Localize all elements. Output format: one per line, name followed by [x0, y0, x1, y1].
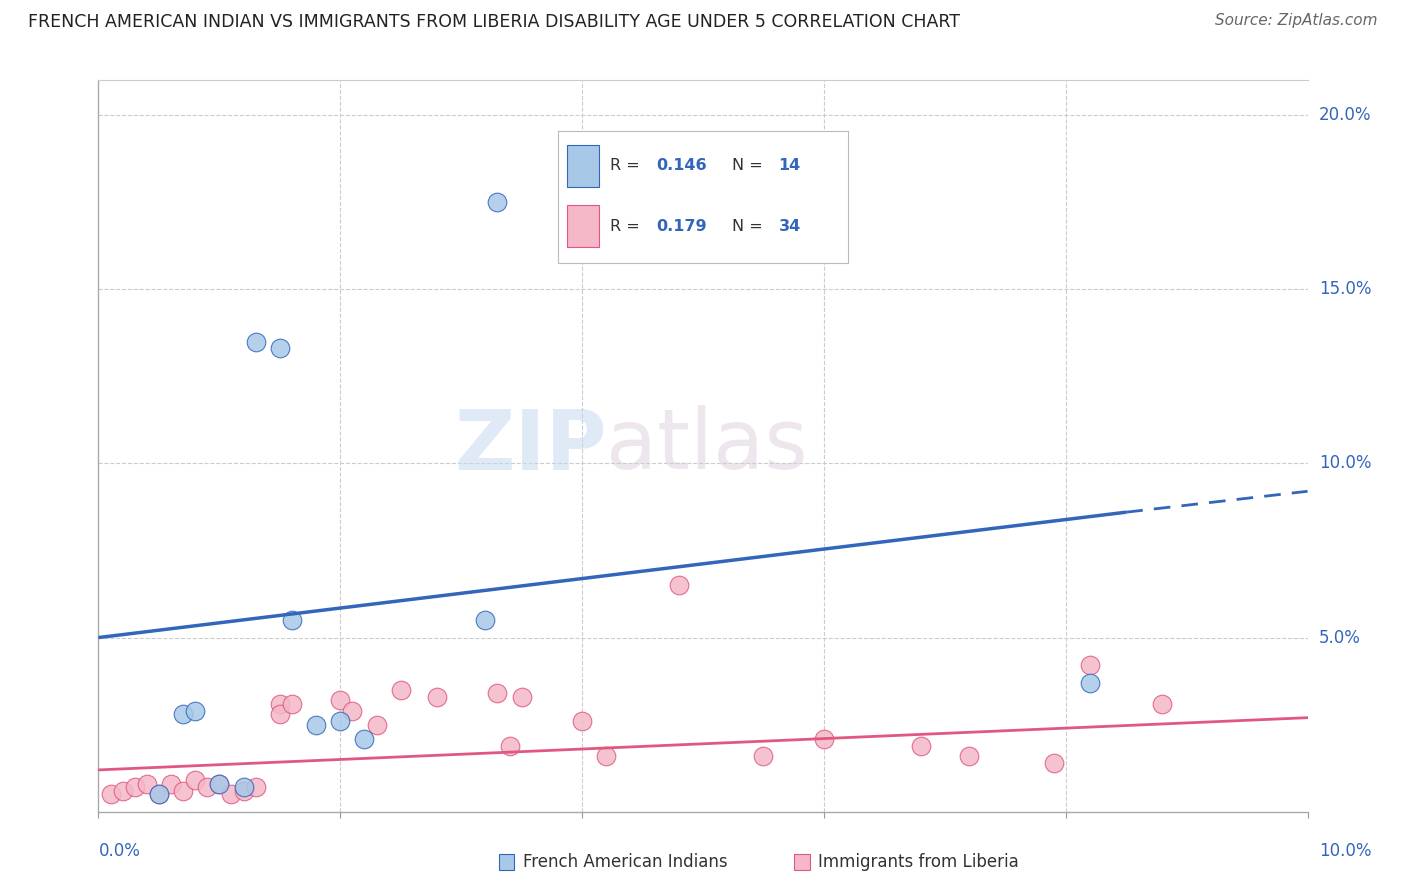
Text: 5.0%: 5.0%: [1319, 629, 1361, 647]
Point: [269, 697, 291, 711]
Text: 15.0%: 15.0%: [1319, 280, 1371, 298]
Point: [329, 714, 352, 728]
Point: [135, 777, 157, 791]
Point: [474, 613, 496, 627]
Text: Immigrants from Liberia: Immigrants from Liberia: [818, 853, 1019, 871]
Text: 10.0%: 10.0%: [1319, 454, 1371, 473]
Point: [111, 784, 134, 798]
Point: [329, 693, 352, 707]
Point: [208, 777, 231, 791]
Point: [498, 739, 520, 753]
Point: [100, 787, 122, 801]
Point: [232, 780, 254, 795]
Point: [752, 749, 775, 764]
Text: 0.0%: 0.0%: [98, 842, 141, 860]
Point: [184, 704, 207, 718]
Text: atlas: atlas: [606, 406, 808, 486]
Point: [184, 773, 207, 788]
Point: [957, 749, 980, 764]
Point: [269, 342, 291, 356]
Point: [172, 784, 194, 798]
Text: 10.0%: 10.0%: [1319, 842, 1371, 860]
Text: ZIP: ZIP: [454, 406, 606, 486]
Point: [342, 704, 364, 718]
Point: [208, 777, 231, 791]
Text: FRENCH AMERICAN INDIAN VS IMMIGRANTS FROM LIBERIA DISABILITY AGE UNDER 5 CORRELA: FRENCH AMERICAN INDIAN VS IMMIGRANTS FRO…: [28, 13, 960, 31]
Text: Source: ZipAtlas.com: Source: ZipAtlas.com: [1215, 13, 1378, 29]
Point: [353, 731, 375, 746]
Point: [668, 578, 690, 592]
Point: [245, 334, 267, 349]
Point: [281, 697, 304, 711]
Point: [245, 780, 267, 795]
Point: [571, 714, 593, 728]
Point: [1042, 756, 1064, 770]
Point: [1078, 676, 1101, 690]
Point: [510, 690, 533, 704]
Point: [486, 686, 509, 700]
Text: French American Indians: French American Indians: [523, 853, 728, 871]
Point: [1152, 697, 1174, 711]
Point: [221, 787, 243, 801]
Point: [148, 787, 170, 801]
Point: [124, 780, 146, 795]
Point: [389, 682, 412, 697]
Point: [305, 717, 328, 731]
Point: [160, 777, 183, 791]
Point: [148, 787, 170, 801]
Point: [813, 731, 835, 746]
Point: [426, 690, 449, 704]
Point: [281, 613, 304, 627]
Point: [232, 784, 254, 798]
Point: [486, 195, 509, 210]
Point: [1078, 658, 1101, 673]
Point: [595, 749, 617, 764]
Point: [172, 707, 194, 722]
Point: [366, 717, 388, 731]
Point: [195, 780, 218, 795]
Point: [910, 739, 932, 753]
Text: 20.0%: 20.0%: [1319, 106, 1371, 124]
Point: [269, 707, 291, 722]
